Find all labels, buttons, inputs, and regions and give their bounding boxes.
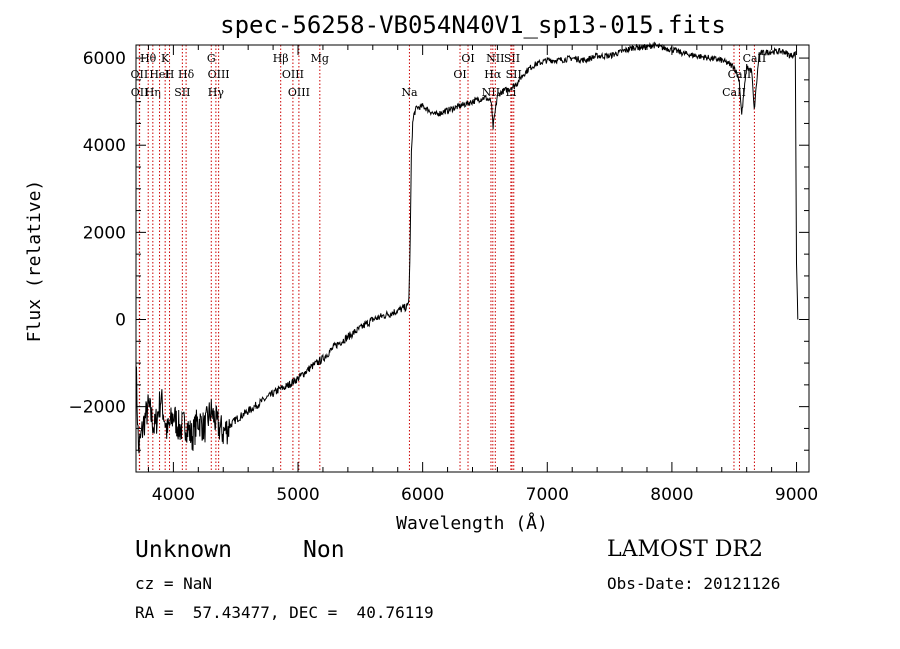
coordinates-label: RA = 57.43477, DEC = 40.76119 — [135, 603, 434, 622]
subclass-label: Non — [303, 537, 345, 563]
x-tick-label: 4000 — [152, 485, 195, 505]
line-marker-label: Hη — [145, 86, 161, 99]
x-tick-label: 9000 — [775, 485, 818, 505]
line-marker-label: CaII — [722, 86, 746, 99]
line-marker-label: Hα — [484, 68, 502, 81]
line-marker-label: K — [161, 52, 170, 65]
y-tick-label: 2000 — [83, 223, 126, 243]
line-marker-label: SII — [174, 86, 190, 99]
y-tick-label: 4000 — [83, 136, 126, 156]
line-marker-label: NII — [486, 52, 504, 65]
y-tick-label: 0 — [115, 311, 126, 331]
x-tick-label: 8000 — [650, 485, 693, 505]
line-marker-label: Na — [401, 86, 418, 99]
line-marker-label: Hδ — [178, 68, 195, 81]
line-marker-label: SII — [504, 52, 520, 65]
obs-date-label: Obs-Date: 20121126 — [607, 574, 781, 593]
line-marker-label: OI — [453, 68, 466, 81]
line-marker-label: H — [165, 68, 175, 81]
line-marker-label: Li — [505, 86, 516, 99]
line-marker-label: Hβ — [273, 52, 289, 65]
y-tick-label: −2000 — [68, 398, 126, 418]
line-marker-label: Hγ — [208, 86, 225, 99]
x-tick-label: 7000 — [526, 485, 569, 505]
y-axis-label: Flux (relative) — [24, 180, 45, 343]
y-tick-label: 6000 — [83, 49, 126, 69]
line-marker-label: SII — [506, 68, 522, 81]
axis-ticks: 4000 5000 6000 7000 8000 9000 −2000 0 2000 4000 60… — [68, 45, 818, 505]
chart-title: spec-56258-VB054N40V1_sp13-015.fits — [220, 11, 726, 39]
x-tick-label: 5000 — [276, 485, 319, 505]
line-marker-label: OIII — [208, 68, 230, 81]
line-marker-label: CaII — [728, 68, 752, 81]
line-marker-label: G — [207, 52, 216, 65]
plot-frame — [135, 44, 810, 473]
x-axis-label: Wavelength (Å) — [396, 512, 548, 534]
line-marker-label: Mg — [311, 52, 329, 65]
redshift-label: cz = NaN — [135, 574, 213, 593]
line-marker-label: Hθ — [140, 52, 157, 65]
x-tick-label: 6000 — [401, 485, 444, 505]
spectrum-line-group — [135, 41, 799, 454]
line-marker-label: OII — [131, 86, 149, 99]
line-marker-label: OIII — [282, 68, 304, 81]
classification-label: Unknown — [135, 537, 232, 563]
line-marker-label: CaII — [743, 52, 767, 65]
line-marker-label: OIII — [288, 86, 310, 99]
survey-label: LAMOST DR2 — [607, 537, 763, 562]
spectrum-line — [135, 41, 799, 454]
line-marker-label: OI — [461, 52, 474, 65]
